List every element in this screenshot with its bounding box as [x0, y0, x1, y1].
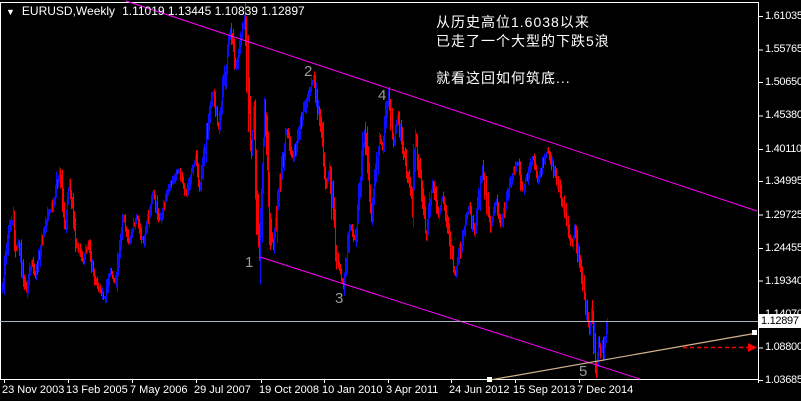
channel-upper-trendline[interactable]: [125, 0, 758, 212]
time-axis-label: 3 Apr 2011: [386, 384, 439, 396]
support-trendline[interactable]: [489, 332, 758, 381]
price-axis-label: 1.34995: [765, 175, 801, 188]
price-axis-label: 1.45380: [765, 109, 801, 122]
wave-label-5[interactable]: 5: [579, 363, 588, 380]
price-axis-label: 1.61035: [765, 10, 801, 22]
wave-label-2[interactable]: 2: [304, 63, 313, 80]
channel-lower-trendline[interactable]: [259, 256, 641, 380]
price-axis-label: 1.08800: [765, 341, 801, 354]
time-axis-label: 15 Sep 2013: [513, 384, 576, 396]
annotation-text-line1[interactable]: 从历史高位1.6038以来: [436, 14, 590, 30]
time-axis-label: 24 Jun 2012: [449, 384, 510, 396]
trendline-handle[interactable]: [487, 377, 492, 382]
annotation-text-line3[interactable]: 就看这回如何筑底...: [436, 70, 571, 86]
price-axis-label: 1.50650: [765, 75, 801, 88]
price-axis-label: 1.24455: [765, 242, 801, 255]
time-axis-label: 19 Oct 2008: [259, 384, 319, 396]
symbol-timeframe-label: EURUSD,Weekly: [21, 4, 116, 18]
price-axis-label: 1.19340: [765, 274, 801, 287]
price-axis-label: 1.40110: [765, 142, 801, 155]
symbol-marker-icon: ▼: [6, 7, 15, 17]
time-axis-label: 10 Jan 2010: [322, 384, 383, 396]
target-arrow-head-icon: [748, 342, 757, 352]
annotation-text-line2[interactable]: 已走了一个大型的下跌5浪: [436, 33, 610, 49]
trendline-handle[interactable]: [752, 330, 757, 335]
time-axis-label: 29 Jul 2007: [194, 384, 251, 396]
ohlc-quotes-label: 1.11019 1.13445 1.10839 1.12897: [122, 4, 305, 18]
time-axis-label: 7 May 2006: [130, 384, 188, 396]
wave-label-4[interactable]: 4: [378, 87, 387, 104]
price-axis-label: 1.55765: [765, 43, 801, 56]
time-axis-label: 13 Feb 2005: [66, 384, 128, 396]
wave-label-1[interactable]: 1: [245, 254, 254, 271]
time-axis-label: 7 Dec 2014: [577, 384, 634, 396]
current-price-box: 1.12897: [759, 314, 801, 329]
price-axis-label: 1.03685: [765, 373, 801, 386]
wave-label-3[interactable]: 3: [335, 290, 344, 307]
chart-title: ▼ EURUSD,Weekly 1.11019 1.13445 1.10839 …: [6, 4, 305, 18]
price-axis-label: 1.29725: [765, 208, 801, 221]
time-axis-label: 23 Nov 2003: [2, 384, 65, 396]
